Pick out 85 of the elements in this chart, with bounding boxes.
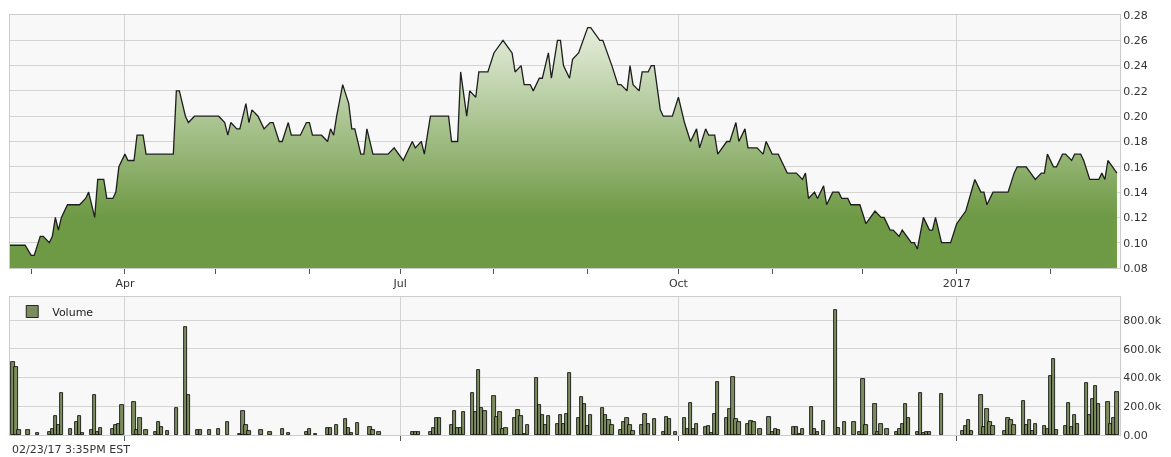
bar <box>355 422 359 435</box>
x-tick-label: Jul <box>392 277 407 291</box>
bar <box>567 372 571 435</box>
y-tick-label: 0.16 <box>1123 160 1148 174</box>
bar <box>35 432 39 435</box>
y-tick-label: 0.14 <box>1123 185 1148 199</box>
bar <box>766 416 771 435</box>
bar <box>1027 419 1031 435</box>
y-tick-label: 800.0k <box>1123 313 1162 327</box>
y-tick-label: 0.18 <box>1123 135 1148 149</box>
bar <box>216 428 220 435</box>
text: 02/23/17 3:35PM EST <box>12 443 131 456</box>
x-tick-label: Apr <box>115 277 135 291</box>
y-tick-label: 0.24 <box>1123 59 1148 73</box>
bar <box>119 404 124 435</box>
bar <box>1072 414 1076 435</box>
y-tick-label: 0.28 <box>1123 8 1148 22</box>
bar <box>452 410 456 435</box>
bar <box>815 431 819 435</box>
bar <box>1021 400 1025 435</box>
legend-label: Volume <box>52 305 94 319</box>
bar <box>165 430 169 435</box>
y-tick-label: 0.12 <box>1123 211 1148 225</box>
bar <box>860 378 865 435</box>
bar <box>673 431 677 435</box>
bar <box>225 421 229 435</box>
bar <box>25 429 30 435</box>
bar <box>258 429 263 435</box>
bar <box>588 414 592 435</box>
bar <box>461 411 465 435</box>
y-tick-label: 0.22 <box>1123 84 1148 98</box>
bar <box>343 418 347 435</box>
y-tick-label: 0.20 <box>1123 110 1148 124</box>
y-tick-label: 0.00 <box>1123 428 1148 442</box>
bar <box>470 392 474 435</box>
bar <box>642 413 647 435</box>
bar <box>1114 391 1119 435</box>
bar <box>809 406 813 435</box>
bar <box>918 392 922 435</box>
bar <box>334 424 338 435</box>
bar <box>286 432 290 435</box>
bar <box>1033 423 1037 435</box>
bar <box>1084 382 1088 435</box>
bar <box>174 407 178 435</box>
bar <box>68 428 72 435</box>
bar <box>966 419 970 435</box>
bar <box>688 402 692 435</box>
bar <box>53 415 57 435</box>
bar <box>800 428 804 435</box>
bar <box>821 420 825 435</box>
y-tick-label: 200.0k <box>1123 400 1162 414</box>
bar <box>77 415 81 435</box>
bar <box>990 425 995 435</box>
bar <box>98 427 102 435</box>
bar <box>92 394 96 435</box>
y-tick-label: 0.10 <box>1123 236 1148 250</box>
bar <box>1066 402 1070 435</box>
x-tick-label: 2017 <box>942 277 971 291</box>
bar <box>694 423 698 435</box>
bar <box>842 421 846 435</box>
bar <box>652 418 656 435</box>
bar <box>183 326 187 435</box>
bar <box>939 393 943 435</box>
y-tick-label: 600.0k <box>1123 342 1162 356</box>
x-tick-label: Oct <box>668 277 689 291</box>
bar <box>715 381 719 435</box>
bar <box>558 414 562 435</box>
bar <box>534 377 538 435</box>
y-tick-label: 0.08 <box>1123 261 1148 275</box>
bar <box>546 415 550 435</box>
bar <box>525 424 529 435</box>
y-tick-label: 400.0k <box>1123 371 1162 385</box>
bar <box>682 417 686 435</box>
bar <box>833 309 837 435</box>
bar <box>851 421 856 435</box>
bar <box>476 369 480 435</box>
y-tick-label: 0.26 <box>1123 34 1148 48</box>
bar <box>482 410 487 435</box>
bar <box>1051 358 1055 435</box>
bar <box>156 421 160 435</box>
bar <box>903 403 907 435</box>
bar <box>207 429 211 435</box>
bar <box>59 392 63 435</box>
bar <box>280 428 284 435</box>
bar <box>267 431 272 435</box>
